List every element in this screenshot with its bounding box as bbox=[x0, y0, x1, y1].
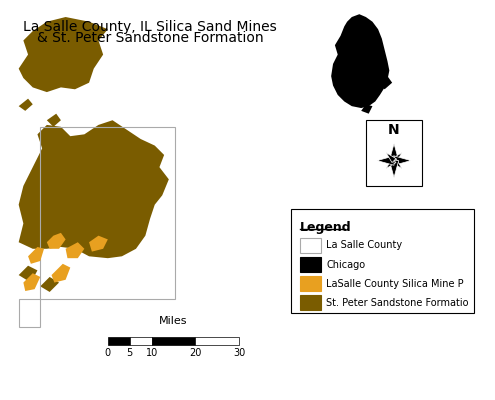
Bar bbox=[366, 120, 422, 186]
Text: 5: 5 bbox=[127, 348, 133, 358]
Polygon shape bbox=[392, 153, 402, 162]
Text: N: N bbox=[388, 123, 400, 137]
Polygon shape bbox=[19, 120, 169, 258]
Polygon shape bbox=[331, 14, 390, 108]
Polygon shape bbox=[378, 76, 392, 89]
Bar bbox=[291, 209, 474, 313]
Polygon shape bbox=[386, 158, 396, 168]
Polygon shape bbox=[390, 144, 398, 160]
Text: 0: 0 bbox=[105, 348, 111, 358]
Text: St. Peter Sandstone Formatio: St. Peter Sandstone Formatio bbox=[327, 298, 469, 308]
Bar bbox=[300, 276, 321, 291]
Text: Miles: Miles bbox=[159, 316, 188, 326]
Bar bbox=[300, 238, 321, 253]
Polygon shape bbox=[377, 156, 394, 165]
Polygon shape bbox=[19, 266, 38, 282]
Text: 10: 10 bbox=[146, 348, 158, 358]
Text: LaSalle County Silica Mine P: LaSalle County Silica Mine P bbox=[327, 279, 464, 289]
Bar bbox=[300, 257, 321, 272]
Polygon shape bbox=[392, 158, 402, 168]
Text: La Salle County: La Salle County bbox=[327, 240, 402, 250]
Text: La Salle County, IL Silica Sand Mines: La Salle County, IL Silica Sand Mines bbox=[23, 20, 277, 34]
Polygon shape bbox=[23, 273, 40, 291]
Polygon shape bbox=[361, 104, 372, 114]
Bar bbox=[108, 337, 130, 344]
Polygon shape bbox=[47, 233, 66, 249]
Polygon shape bbox=[28, 247, 44, 264]
Text: 20: 20 bbox=[189, 348, 201, 358]
Text: Chicago: Chicago bbox=[327, 260, 366, 270]
Text: 30: 30 bbox=[233, 348, 246, 358]
Polygon shape bbox=[47, 114, 61, 127]
Polygon shape bbox=[386, 153, 396, 162]
Text: & St. Peter Sandstone Formation: & St. Peter Sandstone Formation bbox=[37, 31, 263, 45]
Polygon shape bbox=[394, 156, 411, 165]
Polygon shape bbox=[40, 277, 59, 292]
Polygon shape bbox=[19, 17, 108, 92]
Polygon shape bbox=[89, 236, 108, 252]
Bar bbox=[196, 337, 239, 344]
Polygon shape bbox=[51, 264, 70, 282]
Bar bbox=[130, 337, 151, 344]
Bar bbox=[300, 296, 321, 310]
Polygon shape bbox=[338, 42, 345, 52]
Polygon shape bbox=[19, 99, 33, 111]
Polygon shape bbox=[66, 242, 84, 258]
Text: Legend: Legend bbox=[300, 221, 352, 234]
Bar bbox=[151, 337, 196, 344]
Polygon shape bbox=[390, 160, 398, 178]
